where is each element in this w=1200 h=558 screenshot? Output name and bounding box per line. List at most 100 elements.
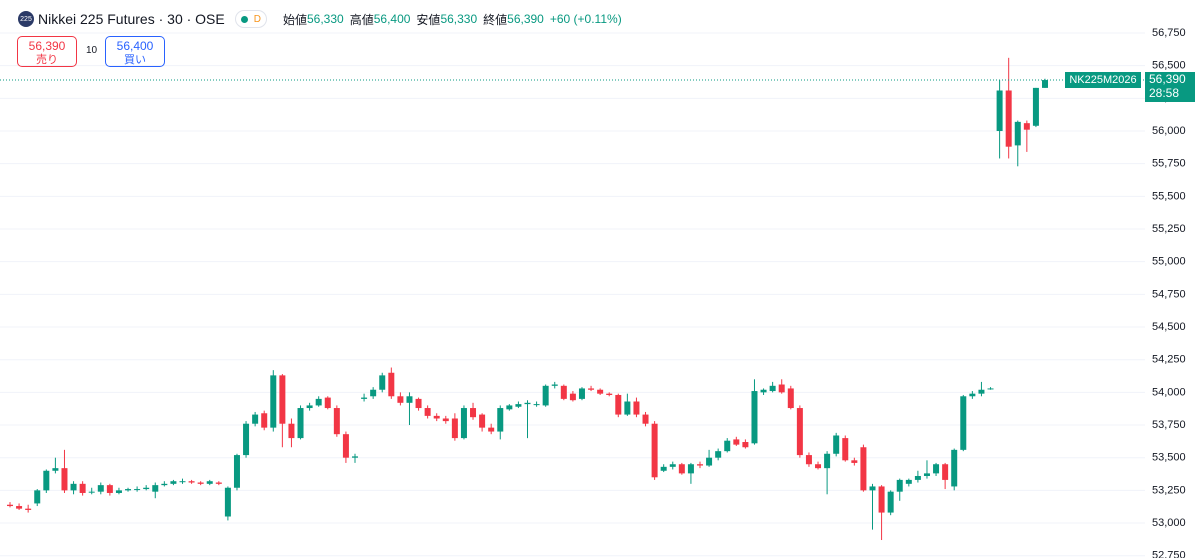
- candle-body: [252, 414, 259, 424]
- candle-body: [352, 456, 358, 458]
- candle-body: [569, 393, 576, 401]
- candle-body: [433, 415, 440, 419]
- chart-title: Nikkei 225 Futures · 30 · OSE: [38, 11, 225, 27]
- candle-body: [1023, 123, 1030, 130]
- symbol-badge: 225: [18, 11, 34, 27]
- candle-body: [179, 481, 186, 483]
- candle-body: [324, 397, 331, 409]
- candle-body: [824, 453, 831, 469]
- open-label: 始値: [282, 12, 307, 27]
- high-label: 高値: [349, 12, 374, 27]
- candle-body: [1032, 87, 1039, 126]
- buy-button[interactable]: 56,400 買い: [105, 36, 165, 67]
- status-pill: D: [234, 10, 267, 28]
- candle-body: [288, 423, 295, 439]
- candle-body: [97, 485, 104, 492]
- candle-body: [588, 388, 595, 390]
- candle-body: [16, 506, 23, 509]
- candle-body: [615, 394, 622, 415]
- candle-body: [43, 470, 50, 491]
- candle-body: [470, 408, 477, 418]
- candle-body: [125, 489, 132, 491]
- price-tag-price: 56,390: [1149, 72, 1186, 87]
- y-tick-label: 54,750: [1152, 288, 1186, 300]
- low-label: 安値: [416, 12, 441, 27]
- candle-body: [987, 388, 994, 390]
- candle-body: [506, 405, 513, 410]
- candle-body: [34, 490, 41, 504]
- candle-body: [996, 90, 1003, 132]
- interval-badge: D: [253, 13, 261, 25]
- candle-body: [787, 388, 794, 409]
- candle-body: [960, 396, 967, 450]
- candle-body: [642, 414, 649, 424]
- candle-body: [52, 468, 59, 471]
- candle-body: [651, 423, 658, 478]
- y-tick-label: 54,500: [1152, 321, 1186, 333]
- sell-button[interactable]: 56,390 売り: [17, 36, 77, 67]
- candle-body: [106, 485, 113, 493]
- candle-body: [7, 504, 13, 507]
- price-tag-symbol: NK225M2026: [1065, 72, 1141, 89]
- candle-body: [933, 464, 940, 474]
- y-tick-label: 53,250: [1152, 484, 1186, 496]
- candle-body: [833, 435, 840, 454]
- y-tick-label: 56,000: [1152, 125, 1186, 137]
- candle-body: [406, 396, 413, 403]
- candle-body: [361, 397, 368, 399]
- candle-body: [869, 486, 876, 491]
- low-value: 56,330: [440, 12, 478, 26]
- candle-body: [1005, 90, 1012, 147]
- close-value: 56,390: [507, 12, 544, 26]
- candle-body: [624, 401, 631, 415]
- candle-body: [451, 418, 458, 439]
- candle-body: [161, 483, 168, 486]
- candle-body: [115, 490, 122, 493]
- quantity: 10: [86, 45, 98, 56]
- candle-body: [188, 481, 195, 483]
- candle-body: [233, 455, 240, 488]
- candle-body: [342, 434, 349, 458]
- candle-body: [88, 491, 95, 493]
- candle-body: [215, 482, 222, 484]
- candle-body: [769, 385, 776, 392]
- candle-body: [379, 375, 386, 390]
- change-value: +60 (+0.11%): [549, 12, 622, 26]
- price-tag-countdown: 28:58: [1149, 86, 1180, 101]
- candle-body: [370, 389, 377, 397]
- candle-body: [415, 398, 422, 409]
- candle-body: [197, 482, 204, 484]
- candle-body: [778, 384, 785, 393]
- price-tag: 56,390 28:58: [1145, 72, 1195, 103]
- candle-body: [669, 464, 676, 467]
- close-label: 終値: [483, 12, 508, 27]
- candle-body: [460, 408, 467, 439]
- y-tick-label: 56,750: [1152, 27, 1186, 39]
- candle-body: [1014, 121, 1021, 146]
- sell-price: 56,390: [28, 39, 66, 53]
- candle-body: [715, 451, 722, 458]
- candle-body: [951, 449, 958, 487]
- high-value: 56,400: [373, 12, 411, 26]
- candle-body: [1042, 80, 1048, 88]
- candle-body: [542, 385, 549, 406]
- y-tick-label: 54,000: [1152, 386, 1186, 398]
- candle-body: [306, 405, 313, 409]
- candle-body: [660, 466, 667, 471]
- candle-body: [724, 440, 731, 452]
- candle-body: [733, 439, 740, 445]
- candle-body: [878, 486, 885, 513]
- candle-body: [805, 455, 812, 465]
- candle-body: [842, 438, 849, 461]
- y-tick-label: 56,500: [1152, 60, 1186, 72]
- y-tick-label: 55,000: [1152, 256, 1186, 268]
- candle-body: [533, 404, 540, 406]
- candle-body: [851, 460, 858, 463]
- candle-body: [79, 483, 86, 493]
- candle-body: [397, 396, 404, 403]
- candle-body: [942, 464, 949, 480]
- candle-body: [815, 464, 822, 469]
- candle-body: [134, 489, 141, 491]
